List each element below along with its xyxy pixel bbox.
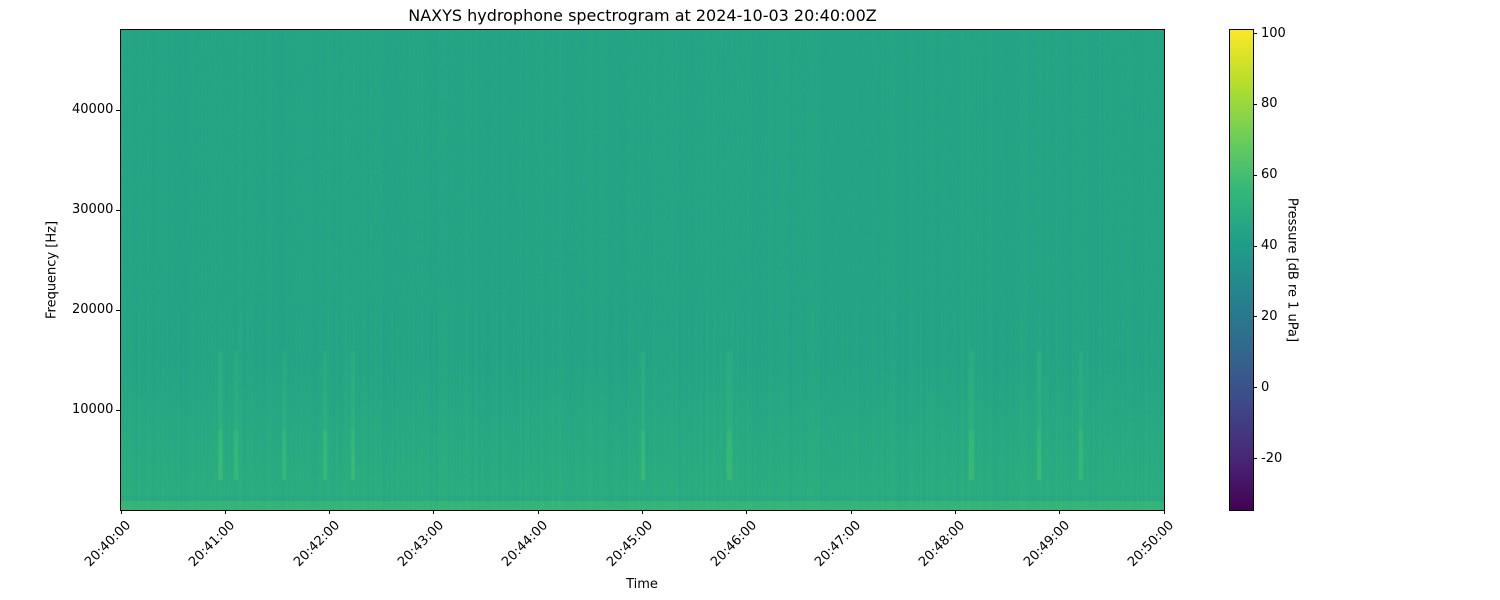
x-tick	[224, 510, 226, 514]
colorbar-tick-label: -20	[1261, 450, 1283, 466]
x-axis-label: Time	[626, 577, 658, 592]
x-tick-label: 20:41:00	[186, 518, 239, 570]
x-tick-label: 20:47:00	[812, 518, 865, 570]
y-tick-label: 40000	[72, 102, 114, 117]
y-tick-label: 10000	[72, 402, 114, 417]
colorbar-tick	[1253, 387, 1257, 389]
colorbar-tick-label: 80	[1261, 96, 1278, 112]
x-tick	[1163, 510, 1165, 514]
y-axis-label: Frequency [Hz]	[44, 220, 60, 320]
colorbar-tick-label: 100	[1261, 25, 1286, 41]
colorbar-tick-label: 40	[1261, 238, 1278, 254]
x-tick-label: 20:48:00	[916, 518, 969, 570]
colorbar-tick	[1253, 103, 1257, 105]
colorbar-tick-label: 20	[1261, 308, 1278, 324]
y-tick	[116, 209, 120, 211]
x-tick-label: 20:45:00	[603, 518, 656, 570]
x-tick-label: 20:44:00	[499, 518, 552, 570]
x-tick	[850, 510, 852, 514]
colorbar-tick	[1253, 316, 1257, 318]
x-tick-label: 20:46:00	[707, 518, 760, 570]
x-tick-label: 20:50:00	[1125, 518, 1177, 570]
x-tick	[433, 510, 435, 514]
spectrogram-image	[121, 30, 1164, 510]
x-tick	[537, 510, 539, 514]
colorbar-tick	[1253, 33, 1257, 35]
x-tick-label: 20:40:00	[82, 518, 134, 570]
x-tick	[954, 510, 956, 514]
x-tick-label: 20:43:00	[394, 518, 447, 570]
y-tick	[116, 109, 120, 111]
x-tick-label: 20:49:00	[1020, 518, 1073, 570]
chart-title: NAXYS hydrophone spectrogram at 2024-10-…	[408, 6, 877, 25]
y-tick	[116, 409, 120, 411]
colorbar-tick	[1253, 458, 1257, 460]
colorbar-tick	[1253, 174, 1257, 176]
y-tick	[116, 309, 120, 311]
x-tick	[1059, 510, 1061, 514]
colorbar-tick	[1253, 245, 1257, 247]
y-tick-label: 20000	[72, 302, 114, 317]
x-tick	[120, 510, 122, 514]
x-tick	[329, 510, 331, 514]
y-tick-label: 30000	[72, 202, 114, 217]
colorbar	[1229, 29, 1254, 511]
spectrogram-plot-area	[120, 29, 1165, 511]
colorbar-tick-label: 60	[1261, 167, 1278, 183]
colorbar-tick-label: 0	[1261, 379, 1270, 395]
colorbar-label: Pressure [dB re 1 uPa]	[1284, 197, 1300, 343]
x-tick	[642, 510, 643, 514]
x-tick	[746, 510, 748, 514]
x-tick-label: 20:42:00	[290, 518, 343, 570]
